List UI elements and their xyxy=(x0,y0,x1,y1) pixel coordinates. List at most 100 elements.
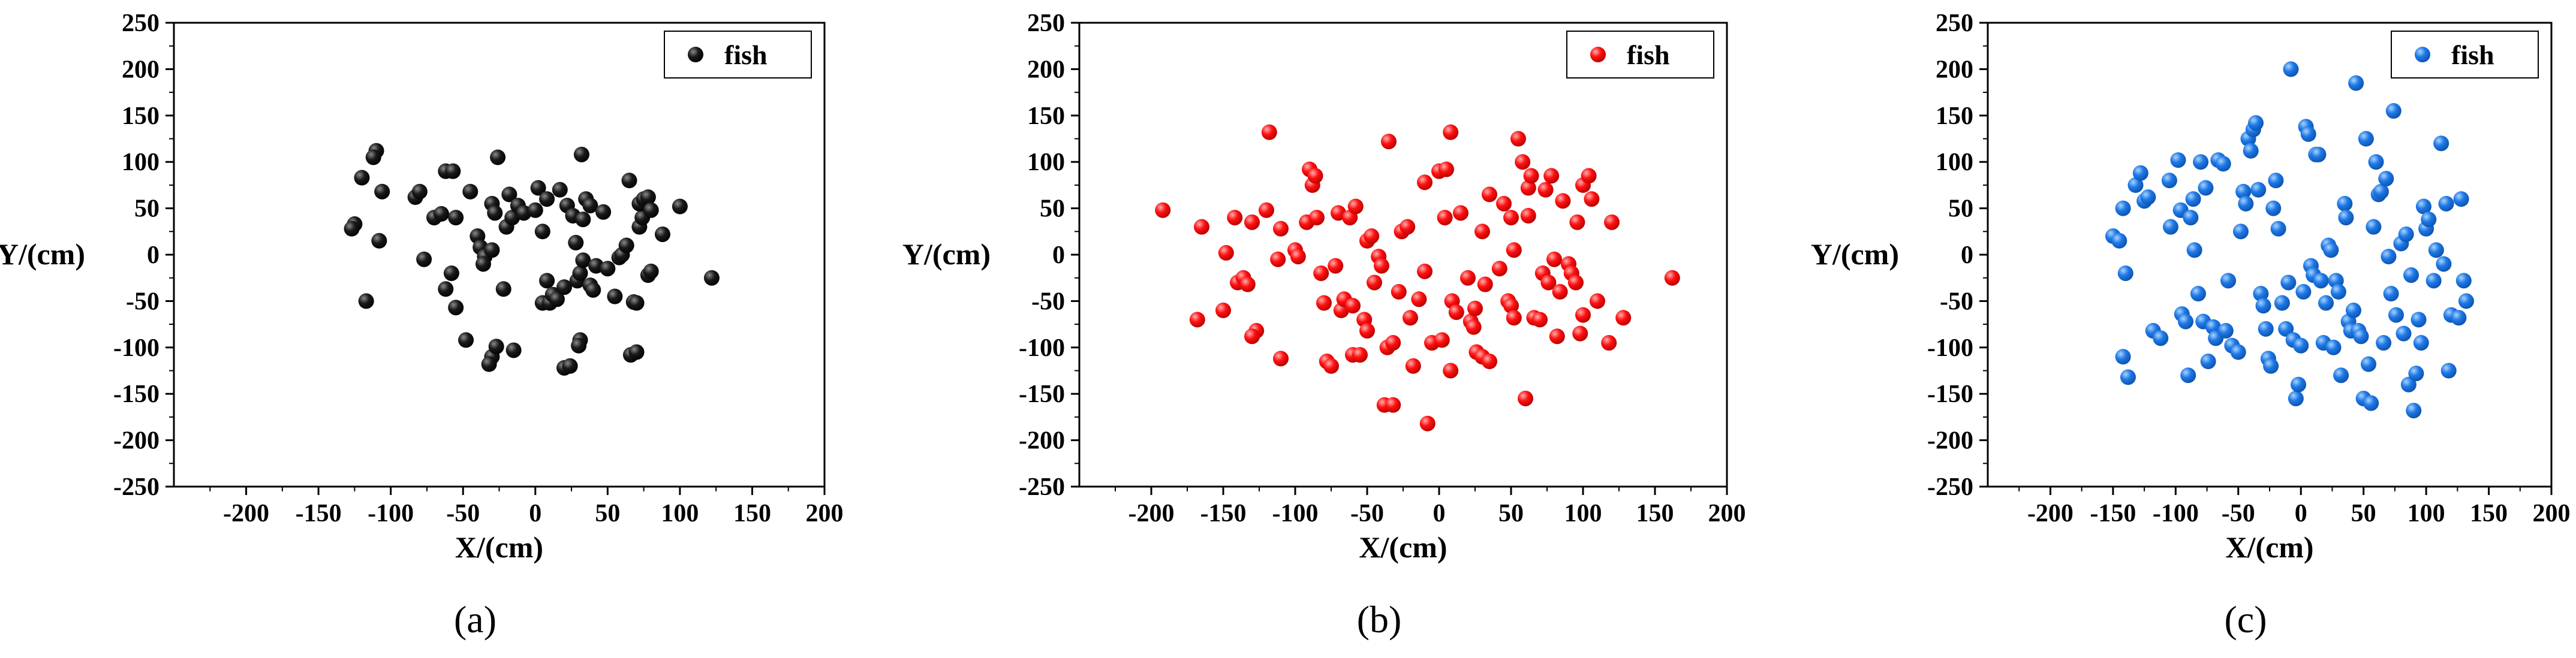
x-axis-title: X/(cm) xyxy=(1359,530,1447,564)
data-point xyxy=(458,332,474,348)
data-point xyxy=(1664,270,1680,286)
data-point xyxy=(374,183,390,200)
y-tick-label: 50 xyxy=(1948,195,1973,223)
data-point xyxy=(2161,173,2177,189)
data-point xyxy=(1448,304,1464,320)
data-point xyxy=(2215,156,2231,172)
x-tick-label: 0 xyxy=(2295,500,2307,527)
data-point xyxy=(628,344,645,360)
chart-panel-0: -200 -150 -100 -50 0 50 100 150 200-250-200-150-… xyxy=(0,10,844,641)
y-tick-label: -200 xyxy=(1927,427,1973,455)
data-point xyxy=(643,202,659,218)
data-point xyxy=(2185,191,2201,207)
data-point xyxy=(1437,210,1453,226)
data-point xyxy=(1155,202,1171,218)
x-tick-label: -50 xyxy=(1350,500,1384,527)
y-tick-label: 200 xyxy=(1027,56,1065,83)
data-point xyxy=(1540,274,1557,291)
data-point xyxy=(2440,363,2457,379)
data-point xyxy=(1403,310,1418,326)
y-tick-label: 150 xyxy=(122,102,160,130)
data-point xyxy=(2153,330,2169,346)
data-point xyxy=(1391,283,1407,300)
data-point xyxy=(2230,344,2246,360)
y-tick-label: -250 xyxy=(1927,473,1973,501)
x-tick-label: 150 xyxy=(2470,500,2508,527)
data-point xyxy=(2323,242,2339,258)
data-point xyxy=(607,288,623,304)
data-point xyxy=(2383,286,2399,302)
data-point xyxy=(1244,328,1260,345)
data-point xyxy=(2115,349,2131,365)
data-point xyxy=(475,256,491,272)
data-point xyxy=(1323,358,1339,374)
data-point xyxy=(600,261,616,277)
x-tick-label: 150 xyxy=(1636,500,1674,527)
data-point xyxy=(2353,328,2369,345)
data-point xyxy=(2258,321,2274,337)
x-tick-label: 0 xyxy=(529,500,541,527)
data-point xyxy=(2330,283,2346,300)
data-point xyxy=(1467,300,1483,316)
y-axis-title: Y/(cm) xyxy=(1811,237,1899,271)
x-tick-label: 200 xyxy=(806,500,844,527)
y-tick-label: -250 xyxy=(113,473,160,501)
data-point xyxy=(549,291,565,307)
data-point xyxy=(1518,390,1533,406)
y-tick-label: 0 xyxy=(1961,242,1973,269)
data-point xyxy=(1537,182,1554,198)
data-point xyxy=(1316,295,1332,311)
data-point xyxy=(1532,312,1548,328)
data-point xyxy=(585,282,601,298)
y-tick-label: -50 xyxy=(1031,288,1065,315)
y-tick-label: -200 xyxy=(113,427,160,455)
data-point xyxy=(2263,358,2279,374)
y-tick-label: -100 xyxy=(1927,334,1973,362)
data-point xyxy=(344,221,360,237)
data-point xyxy=(411,183,428,200)
data-point xyxy=(2433,135,2449,152)
data-point xyxy=(1575,307,1591,323)
x-tick-label: 100 xyxy=(661,500,699,527)
data-point xyxy=(365,149,381,165)
data-point xyxy=(1411,291,1427,307)
y-tick-label: 150 xyxy=(1027,102,1065,130)
data-point xyxy=(2217,322,2234,339)
data-point xyxy=(2220,273,2237,289)
data-point xyxy=(2400,376,2416,393)
data-point xyxy=(2120,369,2136,385)
data-point xyxy=(1510,131,1526,147)
data-point xyxy=(552,182,568,198)
y-axis-title: Y/(cm) xyxy=(902,237,991,271)
data-point xyxy=(534,224,550,240)
y-tick-label: 0 xyxy=(1052,242,1065,269)
x-tick-label: -100 xyxy=(368,500,414,527)
data-point xyxy=(1546,251,1562,267)
x-tick-label: 50 xyxy=(1498,500,1524,527)
data-point xyxy=(1313,265,1329,281)
data-point xyxy=(595,204,612,220)
data-point xyxy=(2250,182,2267,198)
data-point xyxy=(2270,221,2286,237)
panel-caption: (a) xyxy=(454,598,496,641)
x-tick-label: 50 xyxy=(2351,500,2376,527)
data-point xyxy=(495,281,511,297)
x-axis-title: X/(cm) xyxy=(2225,530,2313,564)
data-point xyxy=(672,198,688,215)
legend-label: fish xyxy=(1627,40,1670,70)
data-point xyxy=(1419,415,1436,431)
data-point xyxy=(2310,146,2327,162)
data-point xyxy=(438,281,454,297)
data-point xyxy=(1491,261,1507,277)
data-point xyxy=(1465,319,1482,335)
y-tick-label: -150 xyxy=(1019,381,1065,408)
data-point xyxy=(1474,224,1490,240)
data-point xyxy=(2170,152,2186,168)
x-tick-label: -150 xyxy=(2090,500,2136,527)
data-point xyxy=(1460,270,1476,286)
data-point xyxy=(2458,293,2474,309)
data-point xyxy=(562,358,578,374)
data-point xyxy=(1244,214,1260,230)
data-point xyxy=(445,163,461,179)
data-point xyxy=(1290,249,1306,265)
